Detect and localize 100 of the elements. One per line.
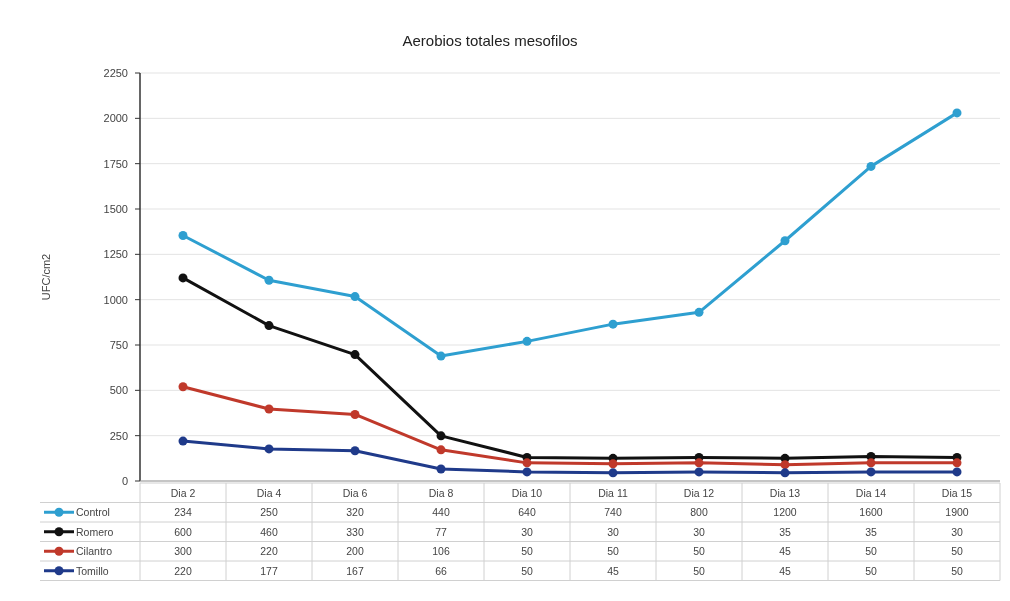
text: 800 [690,506,708,519]
legend-label: Cilantro [76,545,113,558]
point [780,468,790,478]
y-tick-label: 500 [109,384,128,397]
point [350,446,360,456]
text: 330 [346,525,364,538]
text: 50 [607,545,619,558]
text: 200 [346,545,364,558]
point [178,230,188,240]
text: 250 [260,506,278,519]
point [264,321,274,331]
text: 30 [951,525,963,538]
text: 320 [346,506,364,519]
text: 600 [174,525,192,538]
text: 1200 [773,506,797,519]
text: 35 [779,525,791,538]
y-tick-label: 1500 [103,203,128,215]
point [178,382,188,392]
text: 50 [693,545,705,558]
text: 50 [951,564,963,577]
point [866,458,876,468]
point [608,468,618,478]
x-tick-label: Dia 10 [511,487,543,499]
text: 106 [432,545,450,558]
y-tick-label: 1250 [103,248,128,261]
text: 35 [865,525,877,538]
point [264,404,274,414]
chart-title: Aerobios totales mesofilos [402,32,578,49]
text: 220 [260,545,278,558]
x-tick-label: Dia 12 [683,487,715,499]
text: 50 [865,564,877,577]
point [780,236,790,246]
point [522,336,532,346]
text: 30 [521,525,533,538]
point [350,409,360,419]
point [608,459,618,469]
x-tick-label: Dia 11 [598,487,628,499]
x-tick-label: Dia 13 [769,487,801,499]
text: 1900 [945,506,969,519]
text: 167 [346,564,364,577]
text: 740 [604,506,622,519]
point [264,275,274,285]
y-tick-label: 750 [109,339,128,351]
point [952,467,962,477]
point [952,458,962,468]
point [522,458,532,468]
x-tick-label: Dia 2 [170,487,196,499]
point [952,108,962,118]
text: 45 [779,564,791,577]
text: 177 [260,564,278,577]
text: 66 [435,564,447,577]
point [436,464,446,474]
text: 50 [521,564,533,577]
y-tick-label: 2250 [103,67,128,79]
text: 77 [435,525,447,538]
text: 45 [607,564,619,577]
x-tick-label: Dia 8 [428,487,454,499]
text: 1600 [859,506,883,519]
y-tick-label: 2000 [103,112,128,125]
point [694,458,704,468]
text: 30 [607,525,619,538]
legend-label: Romero [76,525,114,538]
y-tick-label: 1000 [103,293,128,306]
point [436,445,446,455]
point [178,436,188,446]
text: 220 [174,564,192,577]
text: 640 [518,506,536,519]
y-tick-label: 250 [109,429,128,442]
text: 50 [521,545,533,558]
text: 50 [951,545,963,558]
point [350,292,360,302]
point [694,307,704,317]
x-tick-label: Dia 6 [342,487,368,499]
point [866,161,876,171]
text: 300 [174,545,192,558]
text: 50 [865,545,877,558]
y-axis-title: UFC/cm2 [40,253,52,301]
text: 30 [693,525,705,538]
text: 440 [432,506,450,519]
point [694,467,704,477]
point [780,460,790,470]
point [178,273,188,283]
point [264,444,274,454]
point [436,351,446,361]
point [866,467,876,477]
point [522,467,532,477]
point [350,350,360,360]
point [436,431,446,441]
x-tick-label: Dia 4 [256,487,282,499]
x-tick-label: Dia 14 [855,487,887,499]
legend-label: Control [76,506,110,519]
text: 460 [260,525,278,538]
y-tick-label: 1750 [103,157,128,170]
text: 50 [693,564,705,577]
point [608,319,618,329]
legend-label: Tomillo [76,564,109,577]
text: 234 [174,506,192,519]
x-tick-label: Dia 15 [941,487,973,499]
text: 45 [779,545,791,558]
y-tick-label: 0 [121,475,128,487]
